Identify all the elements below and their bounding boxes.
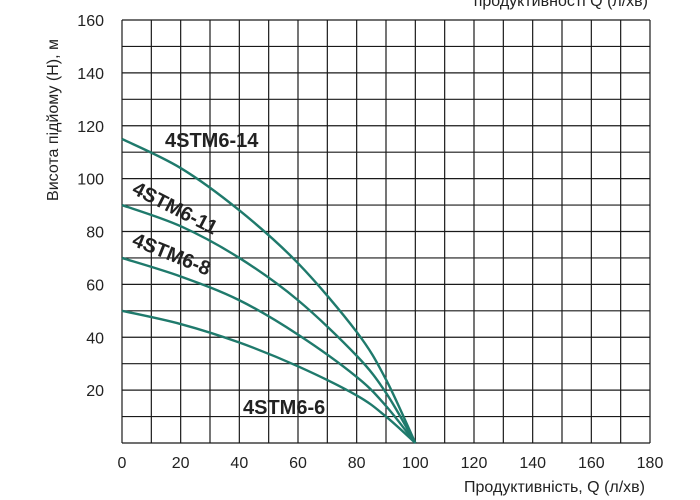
- curve-4stm6-6: [121, 309, 417, 444]
- y-tick-label: 120: [77, 119, 104, 136]
- chart-curves: [121, 137, 417, 444]
- curve-label-4stm6-6: 4STM6-6: [243, 397, 325, 419]
- y-tick-label: 160: [77, 13, 104, 30]
- chart-grid: [121, 19, 651, 444]
- y-tick-label: 20: [86, 383, 104, 400]
- x-tick-label: 0: [118, 455, 127, 472]
- x-tick-label: 120: [461, 455, 488, 472]
- x-tick-label: 60: [289, 455, 307, 472]
- x-axis-ticks: 0 20 40 60 80 100 120 140 160 180: [118, 455, 664, 472]
- chart-title-partial: продуктивності Q (л/хв): [474, 0, 648, 10]
- y-tick-label: 60: [86, 277, 104, 294]
- x-tick-label: 140: [519, 455, 546, 472]
- curve-4stm6-11: [121, 203, 417, 444]
- x-tick-label: 100: [402, 455, 429, 472]
- x-tick-label: 80: [348, 455, 366, 472]
- curve-label-4stm6-14: 4STM6-14: [165, 130, 259, 152]
- y-axis-ticks: 20 40 60 80 100 120 140 160: [77, 13, 104, 400]
- y-axis-label: Висота підйому (H), м: [45, 39, 62, 201]
- x-tick-label: 180: [637, 455, 664, 472]
- x-axis-label: Продуктивність, Q (л/хв): [464, 479, 645, 496]
- y-tick-label: 100: [77, 172, 104, 189]
- curve-4stm6-14: [121, 137, 417, 444]
- x-tick-label: 20: [172, 455, 190, 472]
- curve-4stm6-8: [121, 256, 417, 444]
- y-tick-label: 140: [77, 66, 104, 83]
- y-tick-label: 80: [86, 225, 104, 242]
- y-tick-label: 40: [86, 330, 104, 347]
- x-tick-label: 40: [230, 455, 248, 472]
- x-tick-label: 160: [578, 455, 605, 472]
